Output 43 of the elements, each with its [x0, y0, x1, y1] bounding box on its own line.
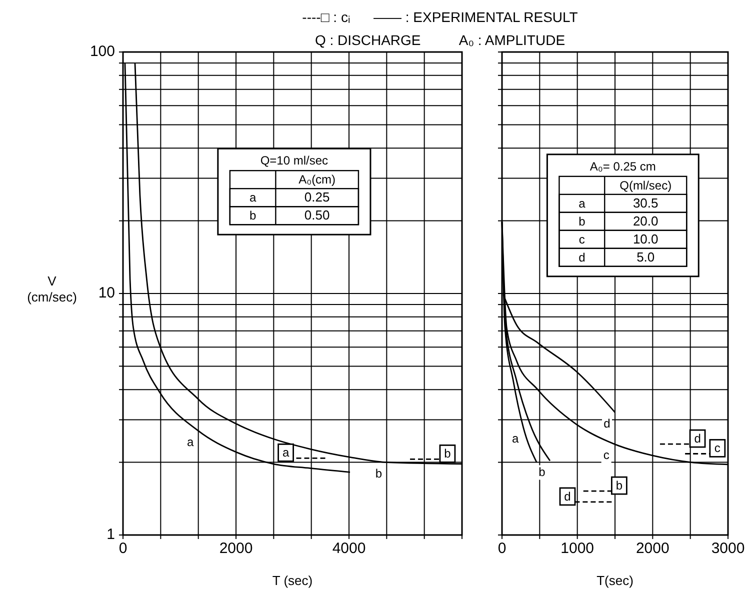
- y-axis-title: V (cm/sec): [27, 274, 77, 304]
- annotation: c: [603, 448, 610, 462]
- annotation: b: [249, 208, 256, 223]
- series-label: c: [714, 441, 720, 456]
- annotation: 5.0: [636, 249, 655, 264]
- y-tick-label: 1: [106, 526, 115, 543]
- x-tick-label: 2000: [636, 540, 670, 557]
- x-tick-label: 3000: [711, 540, 745, 557]
- chart-subtitle: Q : DISCHARGE A₀ : AMPLITUDE: [314, 32, 566, 48]
- annotation: a: [578, 196, 586, 210]
- chart-title: ----□ : cᵢ —— : EXPERIMENTAL RESULT: [302, 9, 578, 25]
- annotation: d: [578, 250, 586, 264]
- x-tick-label: 4000: [332, 540, 366, 557]
- annotation: 30.5: [632, 195, 658, 210]
- annotation: c: [578, 232, 585, 246]
- x-tick-label: 0: [118, 540, 128, 557]
- annotation: 20.0: [632, 213, 658, 228]
- annotation: A₀(cm): [298, 172, 336, 187]
- annotation: a: [249, 190, 256, 205]
- annotation: 0.25: [304, 190, 330, 205]
- series-label: a: [282, 446, 290, 460]
- annotation: Q(ml/sec): [620, 178, 672, 192]
- annotation: b: [538, 464, 546, 479]
- x-tick-label: 0: [498, 540, 506, 557]
- annotation: d: [604, 416, 610, 431]
- annotation: b: [578, 214, 586, 228]
- x-axis-title: T (sec): [272, 573, 313, 588]
- series-label: b: [616, 478, 623, 493]
- annotation: b: [375, 466, 382, 480]
- annotation: a: [512, 432, 519, 446]
- y-tick-label: 100: [90, 42, 115, 60]
- x-tick-label: 2000: [219, 540, 253, 557]
- annotation: 10.0: [632, 231, 658, 246]
- annotation: Q=10 ml/sec: [260, 154, 328, 168]
- annotation: 0.50: [304, 208, 330, 223]
- x-axis-title: T(sec): [596, 573, 634, 588]
- y-tick-label: 10: [98, 284, 115, 302]
- annotation: A₀= 0.25 cm: [590, 159, 656, 174]
- series-label: d: [694, 432, 701, 446]
- series-label: b: [444, 446, 452, 461]
- series-label: d: [564, 489, 571, 504]
- annotation: a: [186, 435, 194, 449]
- x-tick-label: 1000: [560, 540, 594, 557]
